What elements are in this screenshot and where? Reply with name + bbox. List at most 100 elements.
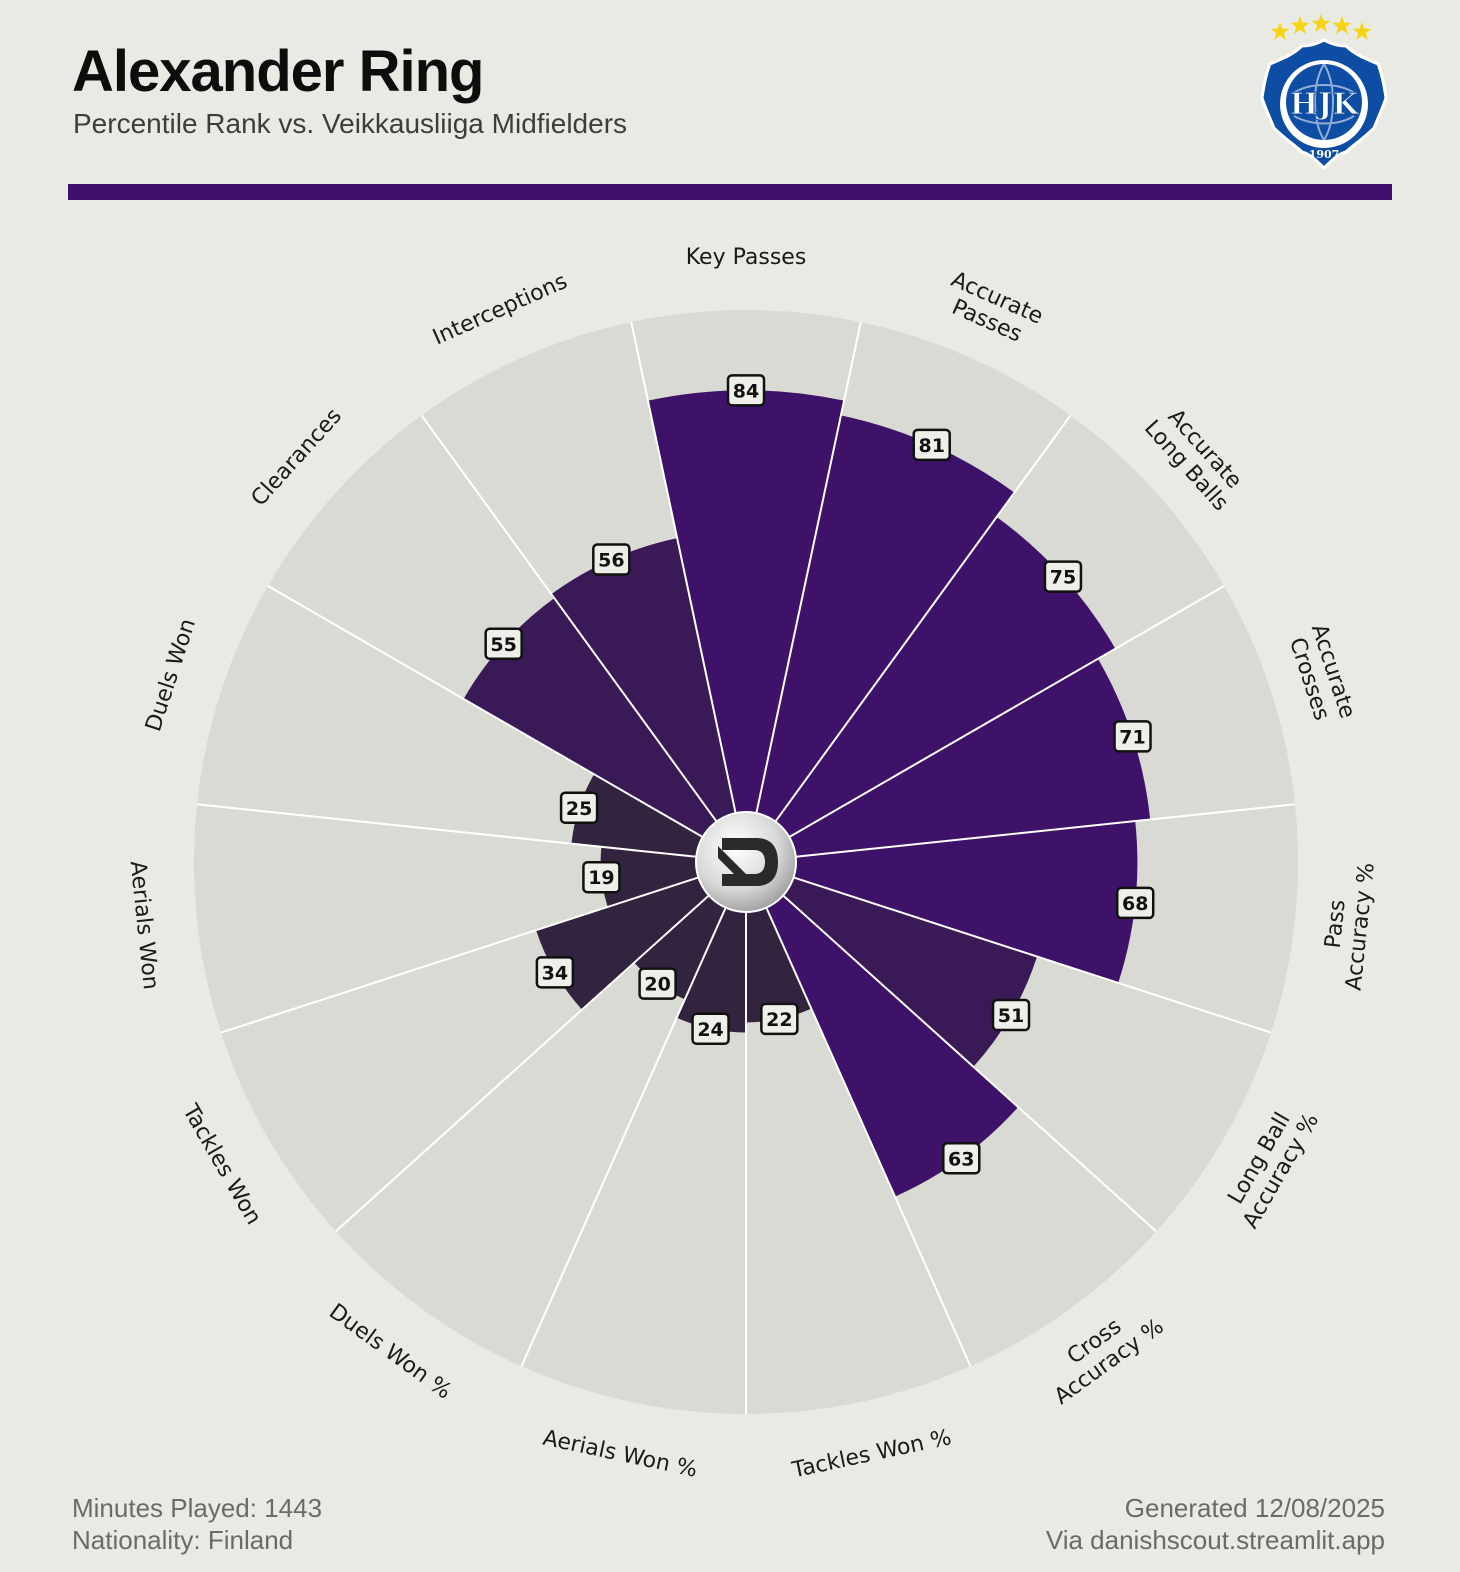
axis-label-line: Interceptions <box>429 269 571 351</box>
wedge-value-layer <box>463 390 1151 1197</box>
bar-pass-accuracy-pct <box>793 821 1138 983</box>
wedge-bg-aerials-won <box>193 804 699 1033</box>
badge-year: 1907 <box>1309 148 1340 161</box>
value-text: 56 <box>598 550 624 572</box>
value-label-interceptions: 56 <box>592 543 631 576</box>
value-text: 20 <box>644 974 670 996</box>
value-box <box>1043 560 1083 593</box>
value-box <box>942 1142 981 1175</box>
bar-aerials-won <box>600 846 699 907</box>
value-text: 19 <box>588 867 614 889</box>
bar-duels-won <box>571 774 703 857</box>
value-box <box>638 967 677 1000</box>
axis-label-aerials-won: Aerials Won <box>125 860 163 991</box>
star-icon <box>1290 16 1310 34</box>
value-text: 71 <box>1119 726 1145 748</box>
value-text: 63 <box>948 1148 974 1170</box>
value-label-aerials-won: 19 <box>582 860 621 894</box>
wedge-bg-tackles-won-pct <box>746 907 971 1414</box>
badge-club-text: HJK <box>1290 87 1360 122</box>
wedge-separator <box>220 876 699 1034</box>
wedge-bg-duels-won-pct <box>335 895 726 1367</box>
club-logo: HJK 1907 <box>1260 14 1388 171</box>
axis-label-tackles-won: Tackles Won <box>177 1100 266 1229</box>
page-subtitle: Percentile Rank vs. Veikkausliiga Midfie… <box>73 108 628 139</box>
axis-label-line: Key Passes <box>686 245 807 270</box>
value-label-aerials-won-pct: 24 <box>691 1012 730 1046</box>
wedge-separator <box>630 321 737 814</box>
axis-label-line: Duels Won <box>141 616 201 735</box>
wedge-separator <box>196 803 697 858</box>
value-box <box>691 1012 730 1046</box>
nationality: Nationality: Finland <box>72 1525 294 1555</box>
value-label-key-passes: 84 <box>726 374 766 407</box>
wedge-separator <box>755 321 862 814</box>
value-box <box>1115 886 1155 920</box>
value-label-tackles-won: 34 <box>535 956 575 989</box>
value-text: 84 <box>733 380 759 402</box>
axis-label-tackles-won-pct: Tackles Won % <box>789 1425 954 1483</box>
value-text: 24 <box>697 1019 723 1041</box>
wedge-separator <box>793 876 1272 1034</box>
value-box <box>726 374 766 407</box>
center-logo <box>695 811 797 913</box>
bar-tackles-won <box>536 877 709 1010</box>
value-box <box>912 428 951 462</box>
value-label-accurate-passes: 81 <box>912 428 951 462</box>
value-text: 51 <box>998 1005 1024 1027</box>
axis-label-line: Tackles Won % <box>789 1425 954 1483</box>
wedge-separator <box>765 907 972 1367</box>
axis-label-line: Tackles Won <box>177 1100 266 1229</box>
badge-stars <box>1270 14 1372 40</box>
footer-left: Minutes Played: 1443 Nationality: Finlan… <box>72 1492 322 1556</box>
bar-accurate-passes <box>756 415 1015 822</box>
wedge-separators <box>196 321 1296 1414</box>
wedge-separator <box>788 585 1225 838</box>
axis-label-clearances: Clearances <box>247 404 347 511</box>
axis-label-key-passes: Key Passes <box>686 245 807 270</box>
ds-logo-icon <box>718 838 778 886</box>
axis-label-interceptions: Interceptions <box>429 269 571 351</box>
star-icon <box>1311 14 1331 32</box>
wedge-separator <box>774 414 1072 823</box>
value-box <box>1113 720 1152 753</box>
axis-label-pass-accuracy-pct: PassAccuracy % <box>1317 859 1380 992</box>
value-text: 81 <box>918 435 944 457</box>
bar-long-ball-accuracy-pct <box>783 877 1038 1067</box>
wedge-separator <box>782 894 1157 1233</box>
value-label-tackles-won-pct: 22 <box>760 1002 799 1036</box>
star-icon <box>1352 22 1372 40</box>
axis-label-line: Aerials Won % <box>541 1426 700 1483</box>
value-box <box>760 1002 799 1036</box>
ball-seam <box>1291 63 1357 141</box>
axis-label-line: Pass <box>1321 898 1351 949</box>
axis-label-accurate-crosses: AccurateCrosses <box>1282 621 1360 729</box>
star-icon <box>1270 22 1290 40</box>
center-logo-disc <box>695 811 797 913</box>
value-label-pass-accuracy-pct: 68 <box>1115 886 1155 920</box>
bar-aerials-won-pct <box>676 907 746 1033</box>
bar-cross-accuracy-pct <box>766 895 1019 1197</box>
generated-date: Generated 12/08/2025 <box>1124 1493 1385 1523</box>
wedge-bg-duels-won <box>197 586 703 857</box>
axis-label-line: Accuracy % <box>1341 861 1379 991</box>
value-label-clearances: 55 <box>484 627 523 661</box>
value-label-accurate-crosses: 71 <box>1113 720 1152 753</box>
axis-label-duels-won: Duels Won <box>141 616 201 735</box>
axis-label-line: Aerials Won <box>125 860 163 991</box>
wedge-separator <box>267 585 704 838</box>
value-text: 68 <box>1122 893 1148 915</box>
axis-label-accurate-passes: AccuratePasses <box>937 267 1046 352</box>
value-box <box>582 860 621 894</box>
value-text: 55 <box>490 634 516 656</box>
source-link[interactable]: Via danishscout.streamlit.app <box>1045 1525 1385 1555</box>
value-labels: 84 81 75 71 68 51 63 22 24 20 34 19 25 55 56 <box>484 374 1155 1175</box>
value-label-cross-accuracy-pct: 63 <box>942 1142 981 1175</box>
value-text: 25 <box>566 798 592 820</box>
value-label-long-ball-accuracy-pct: 51 <box>991 998 1031 1032</box>
axis-label-line: Clearances <box>247 404 347 511</box>
value-box <box>535 956 575 989</box>
axis-label-aerials-won-pct: Aerials Won % <box>541 1426 700 1483</box>
accent-divider <box>68 184 1392 200</box>
bar-clearances <box>463 598 717 837</box>
